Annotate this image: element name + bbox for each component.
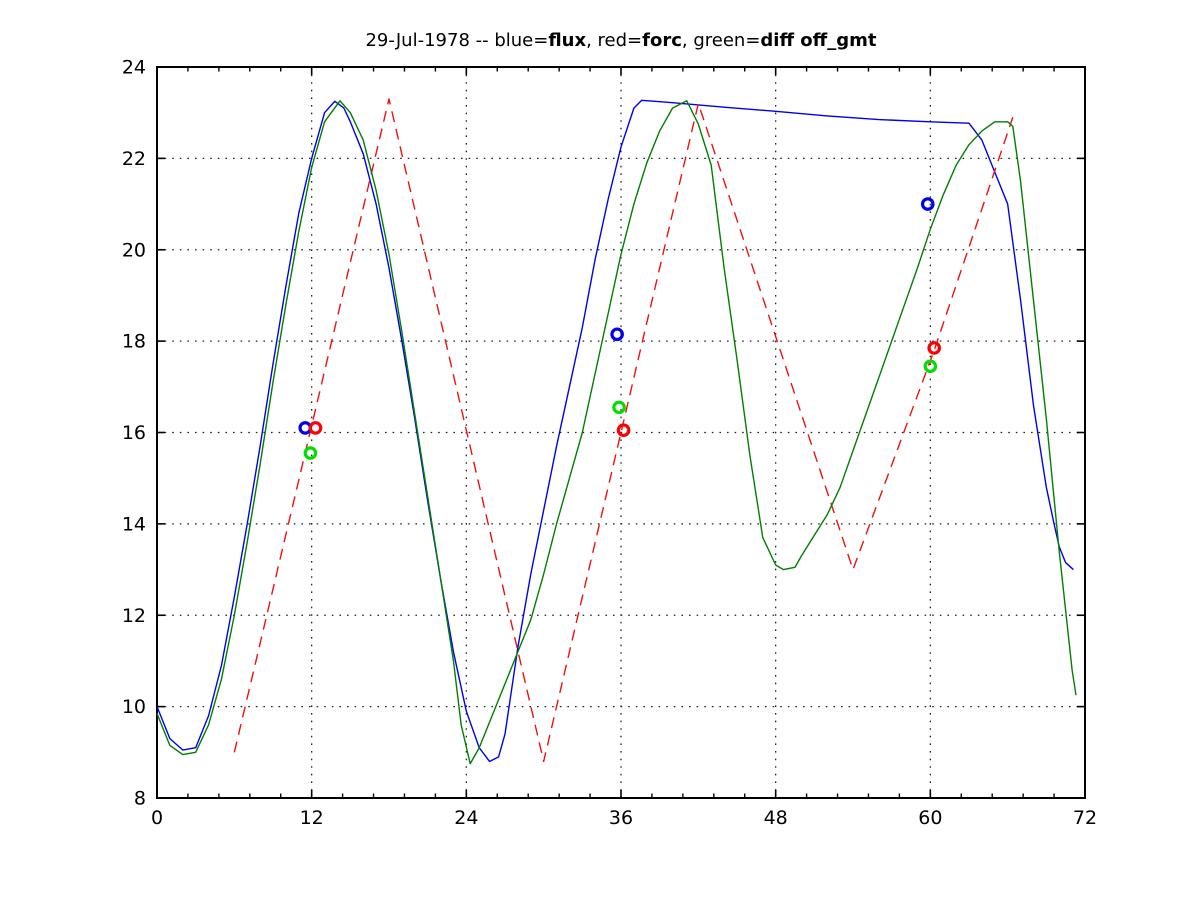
y-tick-label: 16 — [122, 422, 146, 444]
chart-title-segment-1: flux — [548, 30, 587, 51]
x-tick-label: 60 — [918, 807, 942, 829]
y-tick-label: 22 — [122, 148, 146, 170]
x-tick-label: 0 — [151, 807, 163, 829]
y-tick-label: 12 — [122, 605, 146, 627]
diff-obs-marker — [923, 359, 938, 374]
forc-obs-marker — [616, 423, 631, 438]
chart-title-segment-3: forc — [642, 30, 682, 51]
flux-obs-marker — [920, 197, 935, 211]
y-tick-label: 10 — [122, 696, 146, 718]
x-tick-label: 72 — [1073, 807, 1097, 829]
chart-title-segment-2: , red= — [586, 30, 643, 51]
y-tick-label: 24 — [122, 57, 146, 79]
x-tick-label: 24 — [454, 807, 478, 829]
x-tick-label: 12 — [300, 807, 324, 829]
y-tick-label: 18 — [122, 331, 146, 353]
y-tick-label: 8 — [134, 788, 146, 810]
chart-title-segment-5: diff off_gmt — [760, 30, 877, 51]
diff-obs-marker — [303, 446, 318, 460]
forc-line — [233, 98, 1014, 763]
y-tick-label: 20 — [122, 239, 146, 261]
chart-title-segment-0: 29-Jul-1978 -- blue= — [365, 30, 549, 51]
x-tick-label: 36 — [609, 807, 633, 829]
y-tick-label: 14 — [122, 513, 146, 535]
forc-obs-marker — [308, 421, 323, 435]
diff-obs-marker — [612, 400, 626, 415]
flux-line — [156, 99, 1074, 763]
chart-title-segment-4: , green= — [681, 30, 761, 51]
x-tick-label: 48 — [764, 807, 788, 829]
chart-title: 29-Jul-1978 -- blue=flux, red=forc, gree… — [157, 30, 1085, 51]
flux-obs-marker — [610, 327, 624, 342]
forc-obs-marker — [927, 341, 941, 355]
diff-line — [156, 100, 1077, 765]
